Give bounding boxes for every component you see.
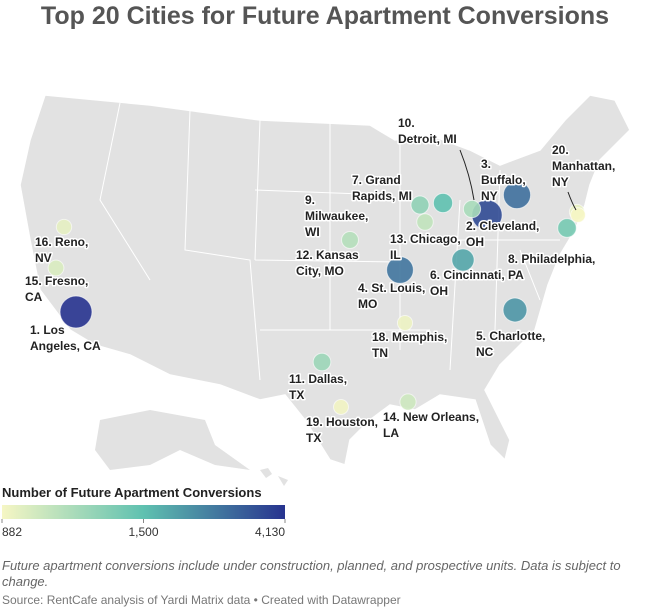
city-bubble [432, 192, 454, 214]
city-bubble [312, 352, 332, 372]
city-label: Detroit, MI [398, 132, 457, 146]
city-label: 2. Cleveland, [466, 219, 539, 233]
legend-title: Number of Future Apartment Conversions [2, 485, 262, 500]
city-label: MO [358, 297, 377, 311]
city-label: 11. Dallas, [289, 372, 347, 386]
city-label: Milwaukee, [305, 209, 368, 223]
city-label: 6. Cincinnati, [430, 268, 505, 282]
footnote: Future apartment conversions include und… [2, 558, 621, 589]
city-label: Buffalo, [481, 173, 526, 187]
city-label: 1. Los [30, 323, 65, 337]
source: Source: RentCafe analysis of Yardi Matri… [2, 593, 401, 607]
legend-tick-label: 4,130 [255, 525, 285, 539]
city-label: Rapids, MI [352, 189, 412, 203]
city-bubble [557, 218, 577, 238]
city-bubble [341, 231, 359, 249]
city-label: TN [372, 346, 388, 360]
city-bubble [570, 207, 586, 223]
hawaii [260, 468, 288, 486]
city-label: CA [25, 290, 43, 304]
callout-arrow [567, 191, 577, 211]
city-bubble [502, 297, 528, 323]
city-label: City, MO [296, 264, 344, 278]
legend-bar [2, 505, 285, 519]
city-bubble [59, 295, 93, 329]
city-label: LA [383, 426, 399, 440]
city-bubble [410, 195, 430, 215]
city-bubble [451, 248, 475, 272]
city-label: 16. Reno, [35, 235, 88, 249]
city-label: 20. [552, 143, 569, 157]
city-label: NY [481, 189, 498, 203]
callout-arrow [459, 149, 475, 201]
city-label: 18. Memphis, [372, 330, 447, 344]
alaska [95, 410, 250, 470]
city-bubble [399, 393, 417, 411]
city-label: 7. Grand [352, 173, 401, 187]
city-bubble [416, 213, 434, 231]
city-label: 13. Chicago, [390, 232, 461, 246]
city-label: 3. [481, 157, 491, 171]
city-label: Manhattan, [552, 159, 615, 173]
city-label: 10. [398, 116, 415, 130]
city-label: TX [289, 388, 304, 402]
city-label: 5. Charlotte, [476, 329, 545, 343]
legend-tick-label: 1,500 [128, 525, 158, 539]
city-label: TX [306, 431, 321, 445]
city-bubble [333, 399, 349, 415]
city-label: IL [390, 248, 401, 262]
city-label: NY [552, 175, 569, 189]
city-label: NV [35, 251, 52, 265]
city-bubble [386, 256, 414, 284]
city-label: NC [476, 345, 494, 359]
title: Top 20 Cities for Future Apartment Conve… [40, 2, 610, 30]
city-label: OH [430, 284, 448, 298]
city-bubble [396, 314, 414, 332]
city-label: 8. Philadelphia, [508, 252, 595, 266]
us-outline [19, 94, 631, 466]
city-bubble [47, 259, 65, 277]
map: 1. Los Angeles, CA 2. Cleveland, OH 3. Buffal… [1, 94, 631, 539]
city-label: 4. St. Louis, [358, 281, 425, 295]
city-label: OH [466, 235, 484, 249]
city-label: 12. Kansas [296, 248, 359, 262]
city-label: Angeles, CA [30, 339, 101, 353]
city-label: 15. Fresno, [25, 274, 88, 288]
city-label: 19. Houston, [306, 415, 378, 429]
legend-tick-label: 882 [2, 525, 22, 539]
city-label: PA [508, 268, 524, 282]
city-bubble [55, 218, 73, 236]
state-borders [99, 102, 560, 381]
city-bubble [462, 199, 482, 219]
city-bubble [502, 180, 532, 210]
city-label: 14. New Orleans, [383, 410, 479, 424]
city-label: 9. [305, 193, 315, 207]
city-label: WI [305, 225, 320, 239]
